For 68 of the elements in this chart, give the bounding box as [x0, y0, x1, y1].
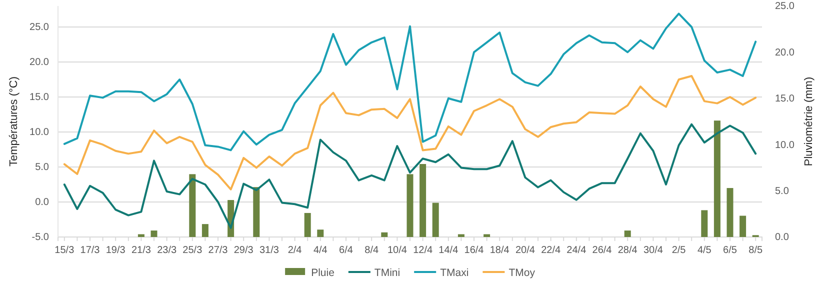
- legend-label: TMaxi: [440, 267, 469, 279]
- bar: [484, 234, 490, 237]
- x-tick-label: 26/4: [592, 245, 612, 256]
- legend-label: Pluie: [311, 267, 335, 279]
- y-tick-label: 20.0: [30, 57, 50, 68]
- bar: [432, 202, 439, 237]
- line-series: [63, 75, 757, 190]
- x-tick-label: 16/4: [464, 245, 484, 256]
- bar: [138, 234, 144, 237]
- x-tick-label: 28/4: [618, 245, 638, 256]
- x-tick-label: 23/3: [157, 245, 177, 256]
- bar: [406, 174, 414, 237]
- x-tick-label: 20/4: [515, 245, 536, 256]
- y2-axis-title: Pluviométrie (mm): [803, 76, 815, 166]
- x-tick-label: 4/4: [313, 245, 328, 256]
- x-tick-label: 18/4: [490, 245, 510, 256]
- x-tick-label: 27/3: [208, 245, 228, 256]
- y-tick-label: 10.0: [30, 127, 50, 138]
- x-tick-label: 6/5: [723, 245, 738, 256]
- y2-tick-label: 5.0: [775, 186, 790, 197]
- x-tick-label: 17/3: [80, 245, 100, 256]
- x-tick-label: 6/4: [339, 245, 354, 256]
- x-tick-label: 2/5: [672, 245, 686, 256]
- x-tick-label: 31/3: [259, 245, 280, 256]
- bar: [317, 230, 324, 237]
- bar: [701, 210, 708, 237]
- bar: [189, 174, 196, 237]
- y-axis-title: Températures (°C): [8, 76, 20, 166]
- y2-tick-label: 10.0: [775, 140, 795, 151]
- bar: [253, 187, 260, 237]
- y2-tick-label: 0.0: [775, 232, 790, 244]
- x-tick-label: 29/3: [234, 245, 254, 256]
- bar: [624, 230, 631, 237]
- bar: [381, 232, 388, 237]
- x-tick-label: 30/4: [643, 245, 664, 256]
- x-tick-label: 12/4: [413, 245, 433, 256]
- x-tick-label: 25/3: [182, 245, 203, 256]
- bar: [304, 212, 311, 237]
- bar: [150, 230, 158, 237]
- y2-tick-label: 25.0: [775, 1, 795, 12]
- bar: [202, 224, 208, 237]
- y-tick-label: -5.0: [32, 232, 50, 244]
- y-tick-label: 25.0: [30, 22, 50, 34]
- y-tick-label: 5.0: [35, 162, 50, 174]
- bar: [714, 120, 720, 237]
- line-series: [63, 12, 757, 152]
- x-tick-label: 24/4: [566, 245, 587, 256]
- legend-label: TMoy: [508, 267, 536, 279]
- bar: [740, 216, 746, 237]
- x-tick-label: 8/5: [748, 245, 763, 256]
- x-tick-label: 8/4: [364, 245, 379, 256]
- x-tick-label: 10/4: [387, 245, 408, 256]
- line-series: [63, 123, 757, 229]
- y-tick-label: 0.0: [35, 197, 50, 208]
- x-tick-label: 14/4: [438, 245, 459, 256]
- x-tick-label: 2/4: [288, 245, 302, 256]
- y-tick-label: 15.0: [30, 92, 50, 104]
- bar: [420, 164, 426, 237]
- y2-tick-label: 15.0: [775, 94, 795, 105]
- x-tick-label: 19/3: [106, 245, 126, 256]
- bar: [458, 234, 464, 237]
- x-tick-label: 4/5: [697, 245, 712, 256]
- y2-tick-label: 20.0: [775, 47, 795, 58]
- x-tick-label: 21/3: [131, 245, 152, 256]
- bar: [726, 188, 734, 237]
- x-tick-label: 15/3: [54, 245, 75, 256]
- x-tick-label: 22/4: [541, 245, 561, 256]
- legend-label: TMini: [374, 267, 400, 279]
